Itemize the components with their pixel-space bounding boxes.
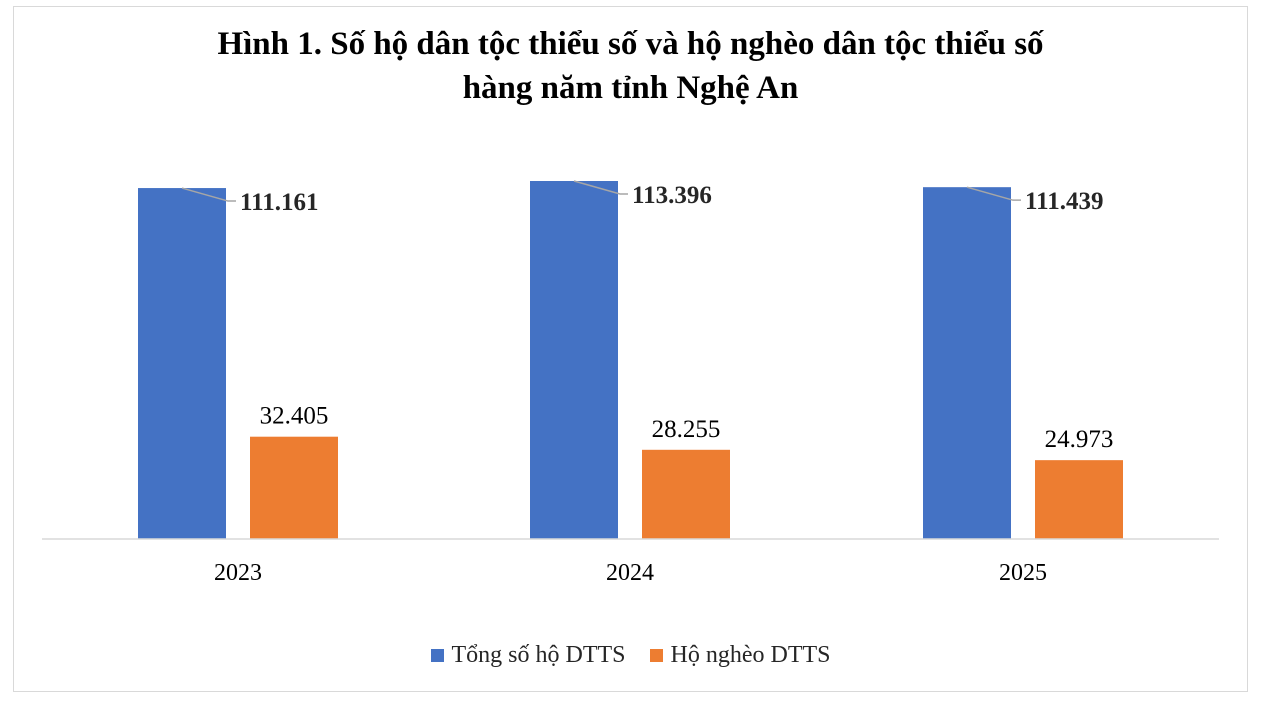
x-tick-label-2023: 2023 bbox=[214, 560, 262, 586]
legend-label-poor: Hộ nghèo DTTS bbox=[670, 642, 831, 668]
legend-item-total: Tổng số hộ DTTS bbox=[430, 642, 626, 669]
bars-group bbox=[138, 181, 1123, 539]
legend-item-poor: Hộ nghèo DTTS bbox=[649, 642, 831, 669]
bar-total-2023 bbox=[138, 188, 226, 539]
chart-title: Hình 1. Số hộ dân tộc thiểu số và hộ ngh… bbox=[0, 22, 1261, 110]
data-label-total-2024: 113.396 bbox=[632, 182, 712, 209]
data-label-poor-2024: 28.255 bbox=[652, 416, 721, 443]
data-label-total-2025: 111.439 bbox=[1025, 188, 1104, 215]
bar-poor-2024 bbox=[642, 449, 730, 539]
chart-title-line-1: Hình 1. Số hộ dân tộc thiểu số và hộ ngh… bbox=[217, 26, 1044, 62]
legend-swatch-poor bbox=[649, 649, 663, 662]
data-label-poor-2025: 24.973 bbox=[1045, 426, 1114, 453]
bar-total-2025 bbox=[923, 187, 1011, 539]
x-tick-labels-group: 2023 2024 2025 bbox=[214, 560, 1047, 586]
legend: Tổng số hộ DTTS Hộ nghèo DTTS bbox=[0, 642, 1261, 669]
x-tick-label-2024: 2024 bbox=[606, 560, 654, 586]
bar-total-2024 bbox=[530, 181, 618, 539]
bar-poor-2023 bbox=[250, 436, 338, 539]
bar-poor-2025 bbox=[1035, 460, 1123, 539]
data-label-total-2023: 111.161 bbox=[240, 189, 319, 216]
leader-line-2025 bbox=[966, 186, 1021, 201]
legend-swatch-total bbox=[430, 649, 444, 662]
x-tick-label-2025: 2025 bbox=[999, 560, 1047, 586]
data-label-poor-2023: 32.405 bbox=[260, 403, 329, 430]
leader-line-2023 bbox=[181, 187, 236, 202]
leader-lines-group bbox=[181, 180, 1021, 202]
data-labels-group: 111.161 32.405 113.396 28.255 111.439 24.973 bbox=[240, 182, 1113, 453]
leader-line-2024 bbox=[573, 180, 628, 195]
legend-label-total: Tổng số hộ DTTS bbox=[451, 642, 626, 668]
chart-title-line-2: hàng năm tỉnh Nghệ An bbox=[462, 70, 799, 106]
